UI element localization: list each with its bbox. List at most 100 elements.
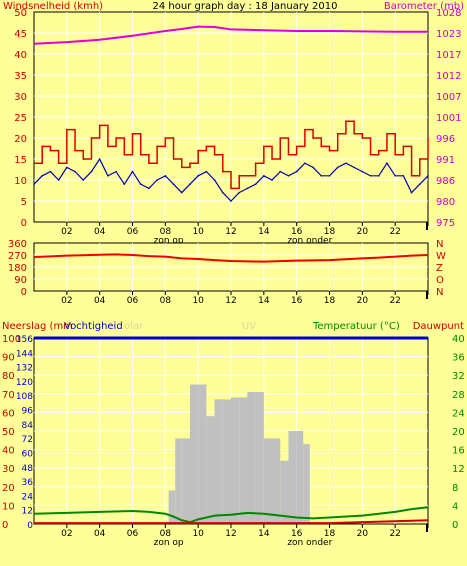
wind-direction-point [279,260,282,262]
wind-direction-point [295,259,298,262]
wind-gust-point [148,162,150,164]
y-axis-label-right: Barometer (mb) [384,1,464,12]
y-tick-label-rain: 100 [2,334,21,345]
wind-gust-point [418,158,421,160]
wind-speed-point [386,162,388,164]
x-tick-label: 22 [389,227,400,237]
temperature-point [279,514,282,517]
temperature-point [213,514,216,517]
wind-gust-point [386,133,388,135]
humidity-point [197,337,199,339]
wind-gust-point [246,175,249,177]
compass-label: N [436,239,443,250]
temperature-point [98,511,101,513]
wind-direction-point [230,260,232,262]
wind-speed-point [221,191,224,194]
wind-speed-point [139,183,142,185]
wind-speed-point [345,162,347,164]
y-tick-label-temperature: 12 [452,464,465,475]
wind-gust-point [361,137,364,139]
y-tick-label-left: 35 [14,71,27,82]
wind-speed-point [115,170,117,173]
x-tick-label: 18 [324,227,336,237]
solar-bar [272,438,281,524]
y-axis-label-rain: Neerslag (mm [2,321,73,332]
wind-speed-point [82,179,85,181]
dewpoint-point [66,522,68,524]
wind-direction-point [164,255,167,258]
y-axis-label-dewpoint: Dauwpunt [413,321,464,332]
wind-speed-point [320,175,323,177]
humidity-point [131,337,134,339]
wind-speed-point [33,183,35,185]
wind-speed-point [295,170,298,173]
x-tick-label: 02 [61,529,72,539]
solar-bar [296,431,304,524]
x-tick-label: 10 [192,296,204,306]
x-tick-label: 20 [357,296,369,306]
dewpoint-point [427,519,429,522]
y-tick-label-left: 15 [14,155,27,166]
series-wind-gust [34,120,429,190]
compass-label: O [436,275,444,286]
wind-direction-point [180,257,183,260]
wind-direction-point [49,255,52,258]
solar-bar [181,438,190,524]
y-tick-label-left: 20 [14,134,27,145]
solar-bar [222,399,231,524]
x-tick-label: 18 [324,529,336,539]
compass-label: N [436,287,443,298]
y-tick-label-humidity: 132 [16,364,33,374]
y-tick-label-right: 1017 [436,50,461,61]
wind-speed-point [279,170,282,173]
wind-gust-point [213,154,216,156]
wind-speed-point [172,183,175,185]
x-tick-label: 12 [225,296,236,306]
wind-speed-point [369,175,372,177]
y-tick-label-temperature: 36 [452,353,465,364]
wind-gust-point [98,124,101,127]
x-tick-label: 10 [192,529,204,539]
wind-gust-point [254,162,257,164]
wind-gust-point [156,145,158,148]
y-tick-label-left: 360 [8,239,27,250]
wind-gust-point [33,162,35,164]
wind-gust-point [402,145,405,148]
y-tick-label-humidity: 60 [22,449,34,459]
wind-direction-point [98,253,101,256]
wind-gust-point [230,187,232,190]
label-solar: olar [124,321,144,332]
wind-direction-point [66,254,68,257]
wind-gust-point [74,149,76,152]
temperature-point [33,512,35,515]
wind-speed-point [164,175,167,177]
y-axis-label-humidity: Vochtigheid [64,321,123,332]
x-tick-label: 06 [127,227,139,237]
x-tick-label: 04 [94,227,106,237]
y-tick-label-temperature: 32 [452,371,465,382]
y-tick-label-humidity: 108 [16,392,33,402]
wind-direction-point [246,260,249,263]
wind-direction-point [394,255,396,258]
wind-speed-point [98,158,101,160]
wind-gust-point [304,128,306,131]
temperature-point [131,510,134,512]
x-tick-label: 04 [94,296,106,306]
wind-speed-point [336,166,339,169]
wind-speed-point [49,170,52,173]
y-tick-label-humidity: 12 [22,507,33,517]
wind-gust-point [287,154,290,156]
wind-gust-point [336,133,339,135]
y-tick-label-left: 40 [14,50,27,61]
temperature-point [427,506,429,509]
x-tick-label: 12 [225,529,236,539]
wind-direction-point [213,259,216,261]
wind-direction-point [131,254,134,256]
wind-speed-point [246,187,249,190]
wind-speed-point [90,170,93,173]
wind-speed-point [353,166,355,169]
wind-speed-point [148,187,150,190]
y-tick-label-left: 30 [14,92,27,103]
temperature-point [263,512,265,515]
sun-annotation: zon onder [287,538,332,548]
